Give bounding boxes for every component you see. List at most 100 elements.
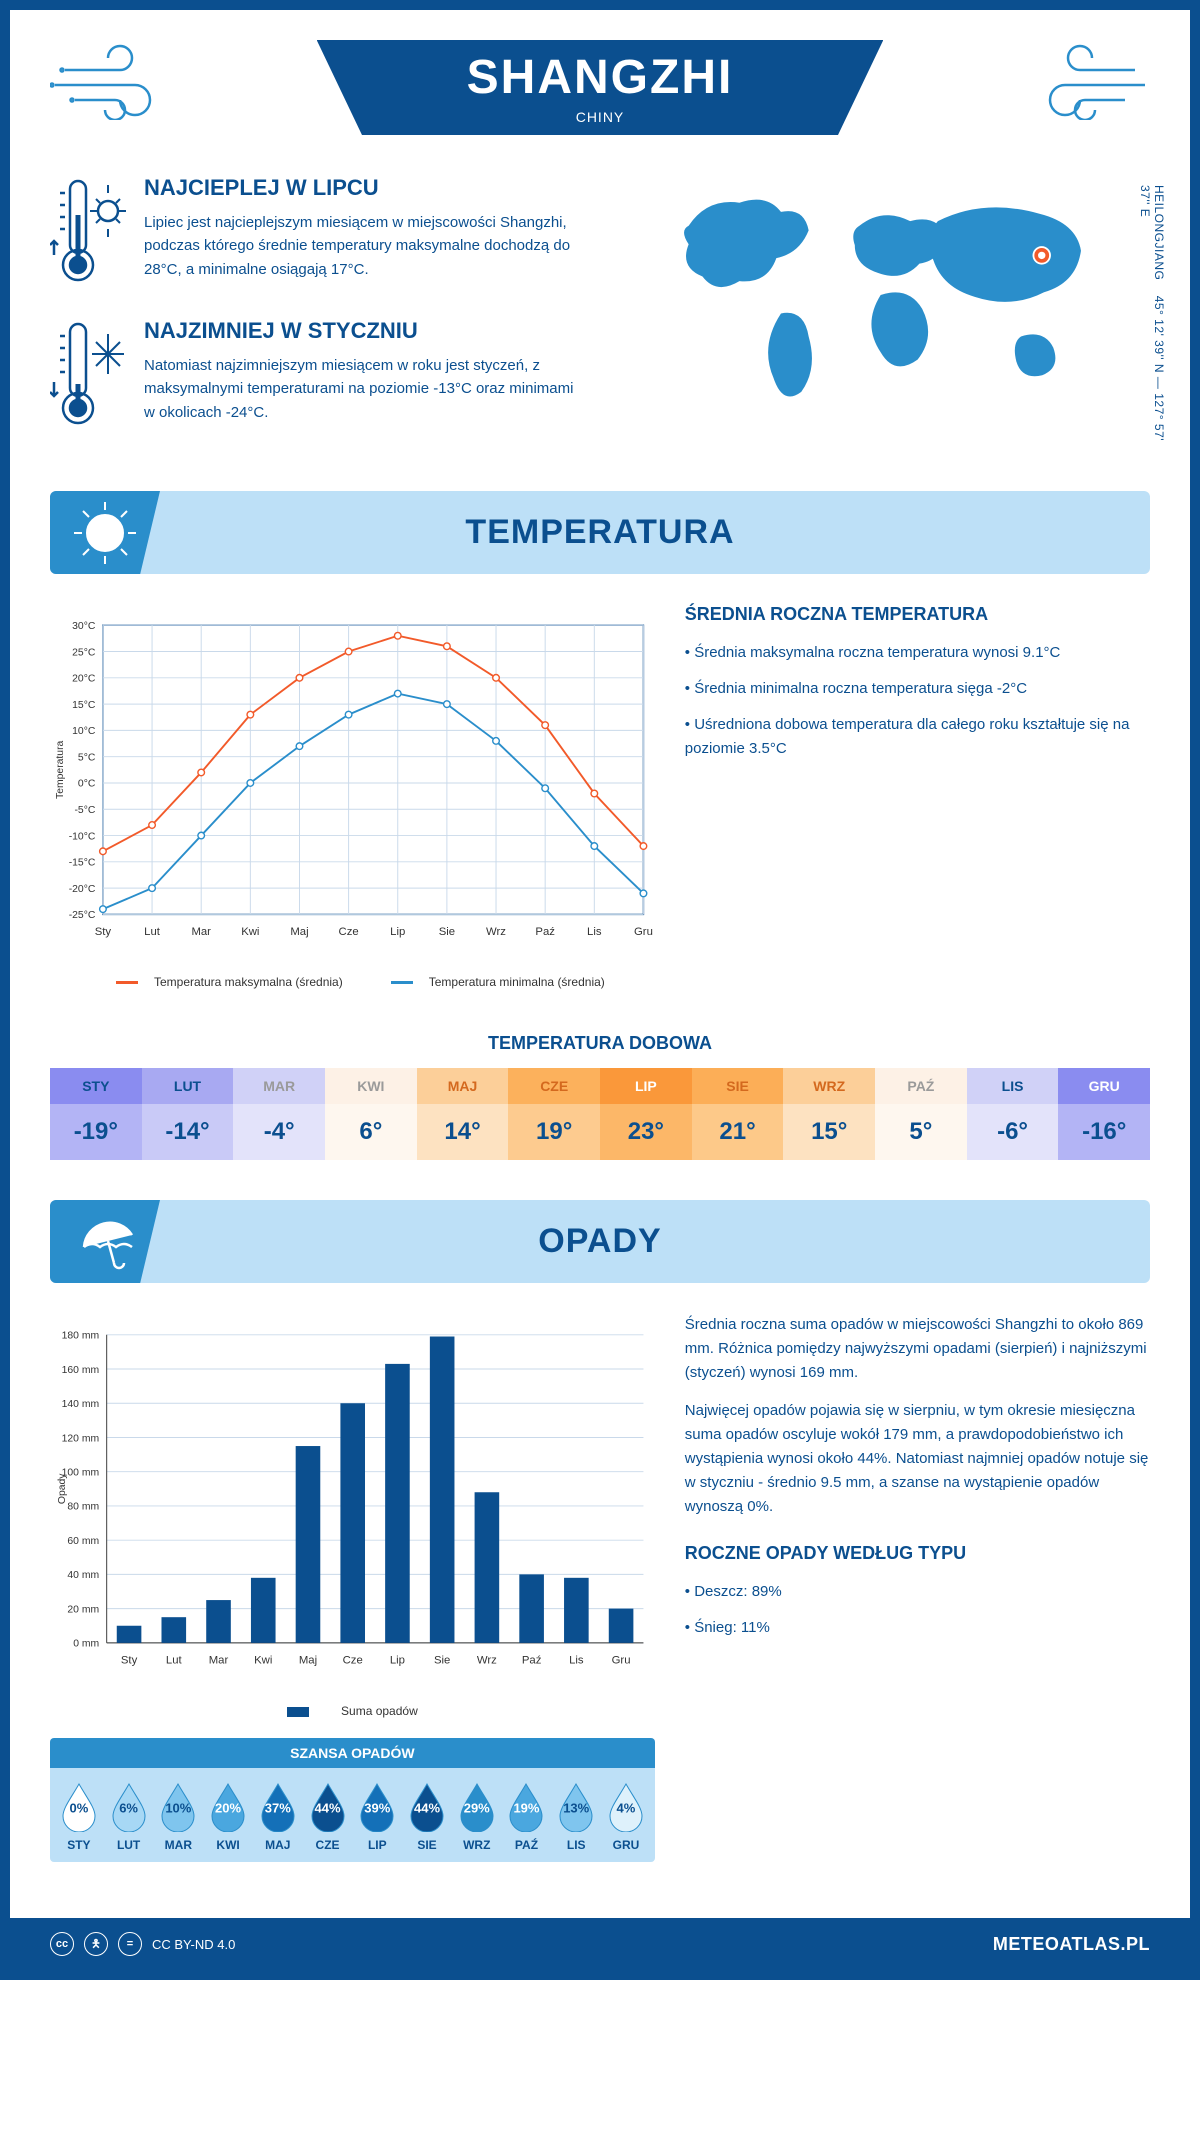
header: SHANGZHI CHINY bbox=[10, 10, 1190, 155]
daily-cell: STY -19° bbox=[50, 1068, 142, 1160]
svg-text:Opady: Opady bbox=[57, 1473, 68, 1504]
svg-text:180 mm: 180 mm bbox=[62, 1331, 99, 1342]
svg-text:Paź: Paź bbox=[522, 1655, 542, 1667]
country-name: CHINY bbox=[467, 109, 734, 125]
world-map bbox=[615, 175, 1150, 415]
temp-bullet: Średnia maksymalna roczna temperatura wy… bbox=[685, 641, 1150, 665]
chance-drop: 39% LIP bbox=[352, 1782, 402, 1852]
nd-icon: = bbox=[118, 1932, 142, 1956]
svg-text:-25°C: -25°C bbox=[69, 910, 96, 921]
precip-type-bullet: Śnieg: 11% bbox=[685, 1616, 1150, 1640]
precip-title: OPADY bbox=[50, 1222, 1150, 1261]
chance-drop: 29% WRZ bbox=[452, 1782, 502, 1852]
daily-cell: LIP 23° bbox=[600, 1068, 692, 1160]
svg-text:Mar: Mar bbox=[191, 926, 211, 938]
svg-text:-20°C: -20°C bbox=[69, 884, 96, 895]
svg-text:30°C: 30°C bbox=[72, 621, 96, 632]
precip-legend: Suma opadów bbox=[50, 1704, 655, 1718]
temp-summary-title: ŚREDNIA ROCZNA TEMPERATURA bbox=[685, 604, 1150, 625]
svg-text:20 mm: 20 mm bbox=[67, 1604, 99, 1615]
precip-type-bullet: Deszcz: 89% bbox=[685, 1580, 1150, 1604]
daily-cell: PAŹ 5° bbox=[875, 1068, 967, 1160]
svg-text:0°C: 0°C bbox=[78, 779, 96, 790]
chance-drop: 0% STY bbox=[54, 1782, 104, 1852]
daily-cell: MAJ 14° bbox=[417, 1068, 509, 1160]
svg-text:Maj: Maj bbox=[299, 1655, 317, 1667]
chance-drop: 10% MAR bbox=[153, 1782, 203, 1852]
svg-text:Sty: Sty bbox=[95, 926, 112, 938]
daily-cell: SIE 21° bbox=[692, 1068, 784, 1160]
cc-icon: cc bbox=[50, 1932, 74, 1956]
daily-cell: WRZ 15° bbox=[783, 1068, 875, 1160]
hottest-title: NAJCIEPLEJ W LIPCU bbox=[144, 175, 585, 201]
daily-cell: GRU -16° bbox=[1058, 1068, 1150, 1160]
svg-text:40 mm: 40 mm bbox=[67, 1570, 99, 1581]
daily-temp-title: TEMPERATURA DOBOWA bbox=[10, 1033, 1190, 1054]
footer: cc 🯅 = CC BY-ND 4.0 METEOATLAS.PL bbox=[10, 1918, 1190, 1970]
chance-drop: 6% LUT bbox=[104, 1782, 154, 1852]
temp-bullet: Uśredniona dobowa temperatura dla całego… bbox=[685, 713, 1150, 761]
site-name: METEOATLAS.PL bbox=[993, 1934, 1150, 1955]
coldest-fact: NAJZIMNIEJ W STYCZNIU Natomiast najzimni… bbox=[50, 318, 585, 433]
svg-text:Gru: Gru bbox=[612, 1655, 631, 1667]
temp-summary-list: Średnia maksymalna roczna temperatura wy… bbox=[685, 641, 1150, 761]
precip-type-list: Deszcz: 89% Śnieg: 11% bbox=[685, 1580, 1150, 1640]
precip-text-1: Średnia roczna suma opadów w miejscowośc… bbox=[685, 1313, 1150, 1385]
coldest-title: NAJZIMNIEJ W STYCZNIU bbox=[144, 318, 585, 344]
svg-text:Mar: Mar bbox=[209, 1655, 229, 1667]
daily-cell: LIS -6° bbox=[967, 1068, 1059, 1160]
temperature-line-chart: -25°C-20°C-15°C-10°C-5°C0°C5°C10°C15°C20… bbox=[50, 604, 655, 964]
svg-text:-15°C: -15°C bbox=[69, 858, 96, 869]
chance-drop: 13% LIS bbox=[551, 1782, 601, 1852]
temperature-legend: Temperatura maksymalna (średnia)Temperat… bbox=[50, 975, 655, 989]
chance-drop: 4% GRU bbox=[601, 1782, 651, 1852]
umbrella-icon bbox=[50, 1200, 160, 1283]
wind-decoration-icon bbox=[50, 40, 180, 125]
daily-cell: CZE 19° bbox=[508, 1068, 600, 1160]
daily-temp-row: STY -19°LUT -14°MAR -4°KWI 6°MAJ 14°CZE … bbox=[50, 1068, 1150, 1160]
chance-drop: 37% MAJ bbox=[253, 1782, 303, 1852]
svg-text:Sie: Sie bbox=[439, 926, 455, 938]
precip-chance-panel: SZANSA OPADÓW 0% STY 6% LUT 10% MAR 20% … bbox=[50, 1738, 655, 1862]
daily-cell: MAR -4° bbox=[233, 1068, 325, 1160]
chance-drop: 44% CZE bbox=[303, 1782, 353, 1852]
chance-drop: 19% PAŹ bbox=[502, 1782, 552, 1852]
svg-text:-5°C: -5°C bbox=[74, 805, 95, 816]
precip-section-header: OPADY bbox=[50, 1200, 1150, 1283]
svg-text:Cze: Cze bbox=[339, 926, 359, 938]
svg-text:10°C: 10°C bbox=[72, 726, 96, 737]
svg-text:Lut: Lut bbox=[166, 1655, 183, 1667]
temp-bullet: Średnia minimalna roczna temperatura się… bbox=[685, 677, 1150, 701]
svg-text:Lut: Lut bbox=[144, 926, 161, 938]
svg-text:Lip: Lip bbox=[390, 926, 405, 938]
temperature-title: TEMPERATURA bbox=[50, 513, 1150, 552]
daily-cell: LUT -14° bbox=[142, 1068, 234, 1160]
svg-text:Lis: Lis bbox=[587, 926, 602, 938]
svg-text:Wrz: Wrz bbox=[477, 1655, 497, 1667]
svg-text:15°C: 15°C bbox=[72, 700, 96, 711]
license-text: CC BY-ND 4.0 bbox=[152, 1937, 235, 1952]
svg-text:25°C: 25°C bbox=[72, 647, 96, 658]
svg-text:5°C: 5°C bbox=[78, 752, 96, 763]
precip-chance-title: SZANSA OPADÓW bbox=[50, 1738, 655, 1768]
svg-text:-10°C: -10°C bbox=[69, 831, 96, 842]
svg-text:Lip: Lip bbox=[390, 1655, 405, 1667]
svg-text:Kwi: Kwi bbox=[254, 1655, 272, 1667]
temperature-body: -25°C-20°C-15°C-10°C-5°C0°C5°C10°C15°C20… bbox=[10, 574, 1190, 1009]
coldest-text: Natomiast najzimniejszym miesiącem w rok… bbox=[144, 354, 585, 424]
hottest-fact: NAJCIEPLEJ W LIPCU Lipiec jest najcieple… bbox=[50, 175, 585, 290]
precip-text-2: Najwięcej opadów pojawia się w sierpniu,… bbox=[685, 1399, 1150, 1519]
svg-text:Temperatura: Temperatura bbox=[55, 740, 66, 798]
svg-text:Cze: Cze bbox=[343, 1655, 363, 1667]
city-name: SHANGZHI bbox=[467, 50, 734, 105]
chance-drop: 20% KWI bbox=[203, 1782, 253, 1852]
temperature-section-header: TEMPERATURA bbox=[50, 491, 1150, 574]
intro-section: NAJCIEPLEJ W LIPCU Lipiec jest najcieple… bbox=[10, 155, 1190, 481]
svg-text:Kwi: Kwi bbox=[241, 926, 259, 938]
by-icon: 🯅 bbox=[84, 1932, 108, 1956]
coordinates: HEILONGJIANG 45° 12' 39'' N — 127° 57' 3… bbox=[1138, 185, 1166, 461]
svg-text:Sty: Sty bbox=[121, 1655, 138, 1667]
svg-text:Sie: Sie bbox=[434, 1655, 450, 1667]
sun-icon bbox=[50, 491, 160, 574]
precip-bar-chart: 0 mm20 mm40 mm60 mm80 mm100 mm120 mm140 … bbox=[50, 1313, 655, 1693]
